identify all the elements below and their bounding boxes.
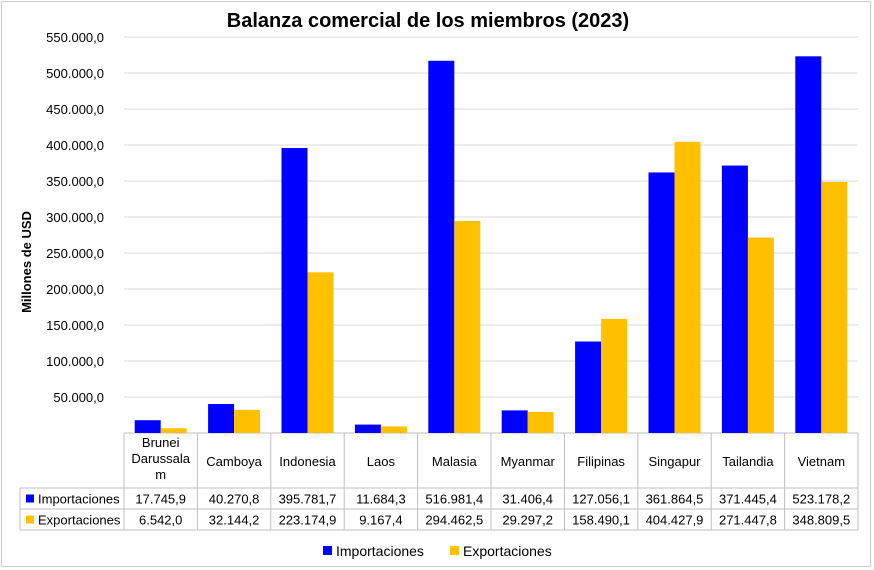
table-cell-value: 40.270,8 <box>209 492 260 507</box>
legend: Importaciones Exportaciones <box>323 543 552 559</box>
table-cell-value: 11.684,3 <box>356 492 406 507</box>
bar-importaciones <box>134 420 161 433</box>
y-tick-label: 150.000,0 <box>46 318 104 333</box>
table-cell-value: 223.174,9 <box>279 513 337 528</box>
x-tick-label: Laos <box>367 454 396 469</box>
bar-exportaciones <box>821 181 848 433</box>
table-cell-value: 9.167,4 <box>359 513 402 528</box>
x-tick-label: Camboya <box>206 454 262 469</box>
bar-importaciones <box>428 60 455 434</box>
y-tick-label: 100.000,0 <box>46 354 104 369</box>
table-cell-value: 31.406,4 <box>502 492 553 507</box>
table-cell-value: 516.981,4 <box>425 492 483 507</box>
y-tick-label: 250.000,0 <box>46 246 104 261</box>
bar-importaciones <box>208 404 235 433</box>
x-tick-label: Darussala <box>131 451 190 466</box>
table-cell-value: 361.864,5 <box>646 492 704 507</box>
bar-exportaciones <box>307 272 334 433</box>
bar-importaciones <box>354 424 381 433</box>
table-series-name: Importaciones <box>38 492 120 507</box>
bar-importaciones <box>575 341 602 433</box>
y-axis-ticks: 50.000,0 100.000,0 150.000,0 200.000,0 250.0… <box>46 30 104 405</box>
y-tick-label: 500.000,0 <box>46 66 104 81</box>
table-legend-swatch <box>26 494 34 503</box>
bar-exportaciones <box>527 411 554 433</box>
y-tick-label: 300.000,0 <box>46 210 104 225</box>
table-cell-value: 523.178,2 <box>792 492 850 507</box>
table-legend-swatch <box>26 515 34 524</box>
bar-exportaciones <box>380 426 407 433</box>
bar-importaciones <box>648 172 675 433</box>
bar-importaciones <box>281 148 308 433</box>
bars <box>134 56 848 434</box>
x-tick-label: m <box>155 467 166 482</box>
x-tick-label: Brunei <box>142 435 180 450</box>
bar-importaciones <box>501 410 528 433</box>
table-cell-value: 271.447,8 <box>719 513 777 528</box>
y-tick-label: 350.000,0 <box>46 174 104 189</box>
table-cell-value: 32.144,2 <box>209 513 260 528</box>
table-cell-value: 158.490,1 <box>572 513 630 528</box>
legend-label: Exportaciones <box>463 543 552 559</box>
y-tick-label: 450.000,0 <box>46 102 104 117</box>
bar-exportaciones <box>747 237 774 433</box>
table-cell-value: 127.056,1 <box>572 492 630 507</box>
table-cell-value: 395.781,7 <box>279 492 337 507</box>
y-tick-label: 550.000,0 <box>46 30 104 45</box>
y-axis-label: Millones de USD <box>19 211 34 313</box>
table-cell-value: 371.445,4 <box>719 492 777 507</box>
table-cell-value: 348.809,5 <box>792 513 850 528</box>
x-tick-label: Malasia <box>432 454 478 469</box>
bar-exportaciones <box>234 409 261 433</box>
chart-title: Balanza comercial de los miembros (2023) <box>227 10 629 32</box>
table-cell-value: 6.542,0 <box>139 513 182 528</box>
bar-importaciones <box>721 165 748 433</box>
legend-swatch <box>323 546 332 555</box>
legend-swatch <box>450 546 459 555</box>
x-tick-label: Myanmar <box>501 454 556 469</box>
bar-importaciones <box>795 56 822 433</box>
table-series-name: Exportaciones <box>38 513 121 528</box>
table-cell-value: 404.427,9 <box>646 513 704 528</box>
table-cell-value: 294.462,5 <box>425 513 483 528</box>
y-tick-label: 200.000,0 <box>46 282 104 297</box>
legend-label: Importaciones <box>336 543 424 559</box>
x-tick-label: Filipinas <box>577 454 625 469</box>
y-tick-label: 400.000,0 <box>46 138 104 153</box>
x-tick-label: Tailandia <box>722 454 774 469</box>
x-tick-label: Singapur <box>648 454 701 469</box>
x-tick-label: Indonesia <box>279 454 336 469</box>
x-tick-label: Vietnam <box>798 454 845 469</box>
bar-exportaciones <box>454 220 481 433</box>
y-tick-label: 50.000,0 <box>53 390 104 405</box>
bar-exportaciones <box>674 141 701 434</box>
table-cell-value: 29.297,2 <box>502 513 553 528</box>
bar-exportaciones <box>601 318 628 433</box>
bar-exportaciones <box>160 428 187 433</box>
table-cell-value: 17.745,9 <box>135 492 186 507</box>
